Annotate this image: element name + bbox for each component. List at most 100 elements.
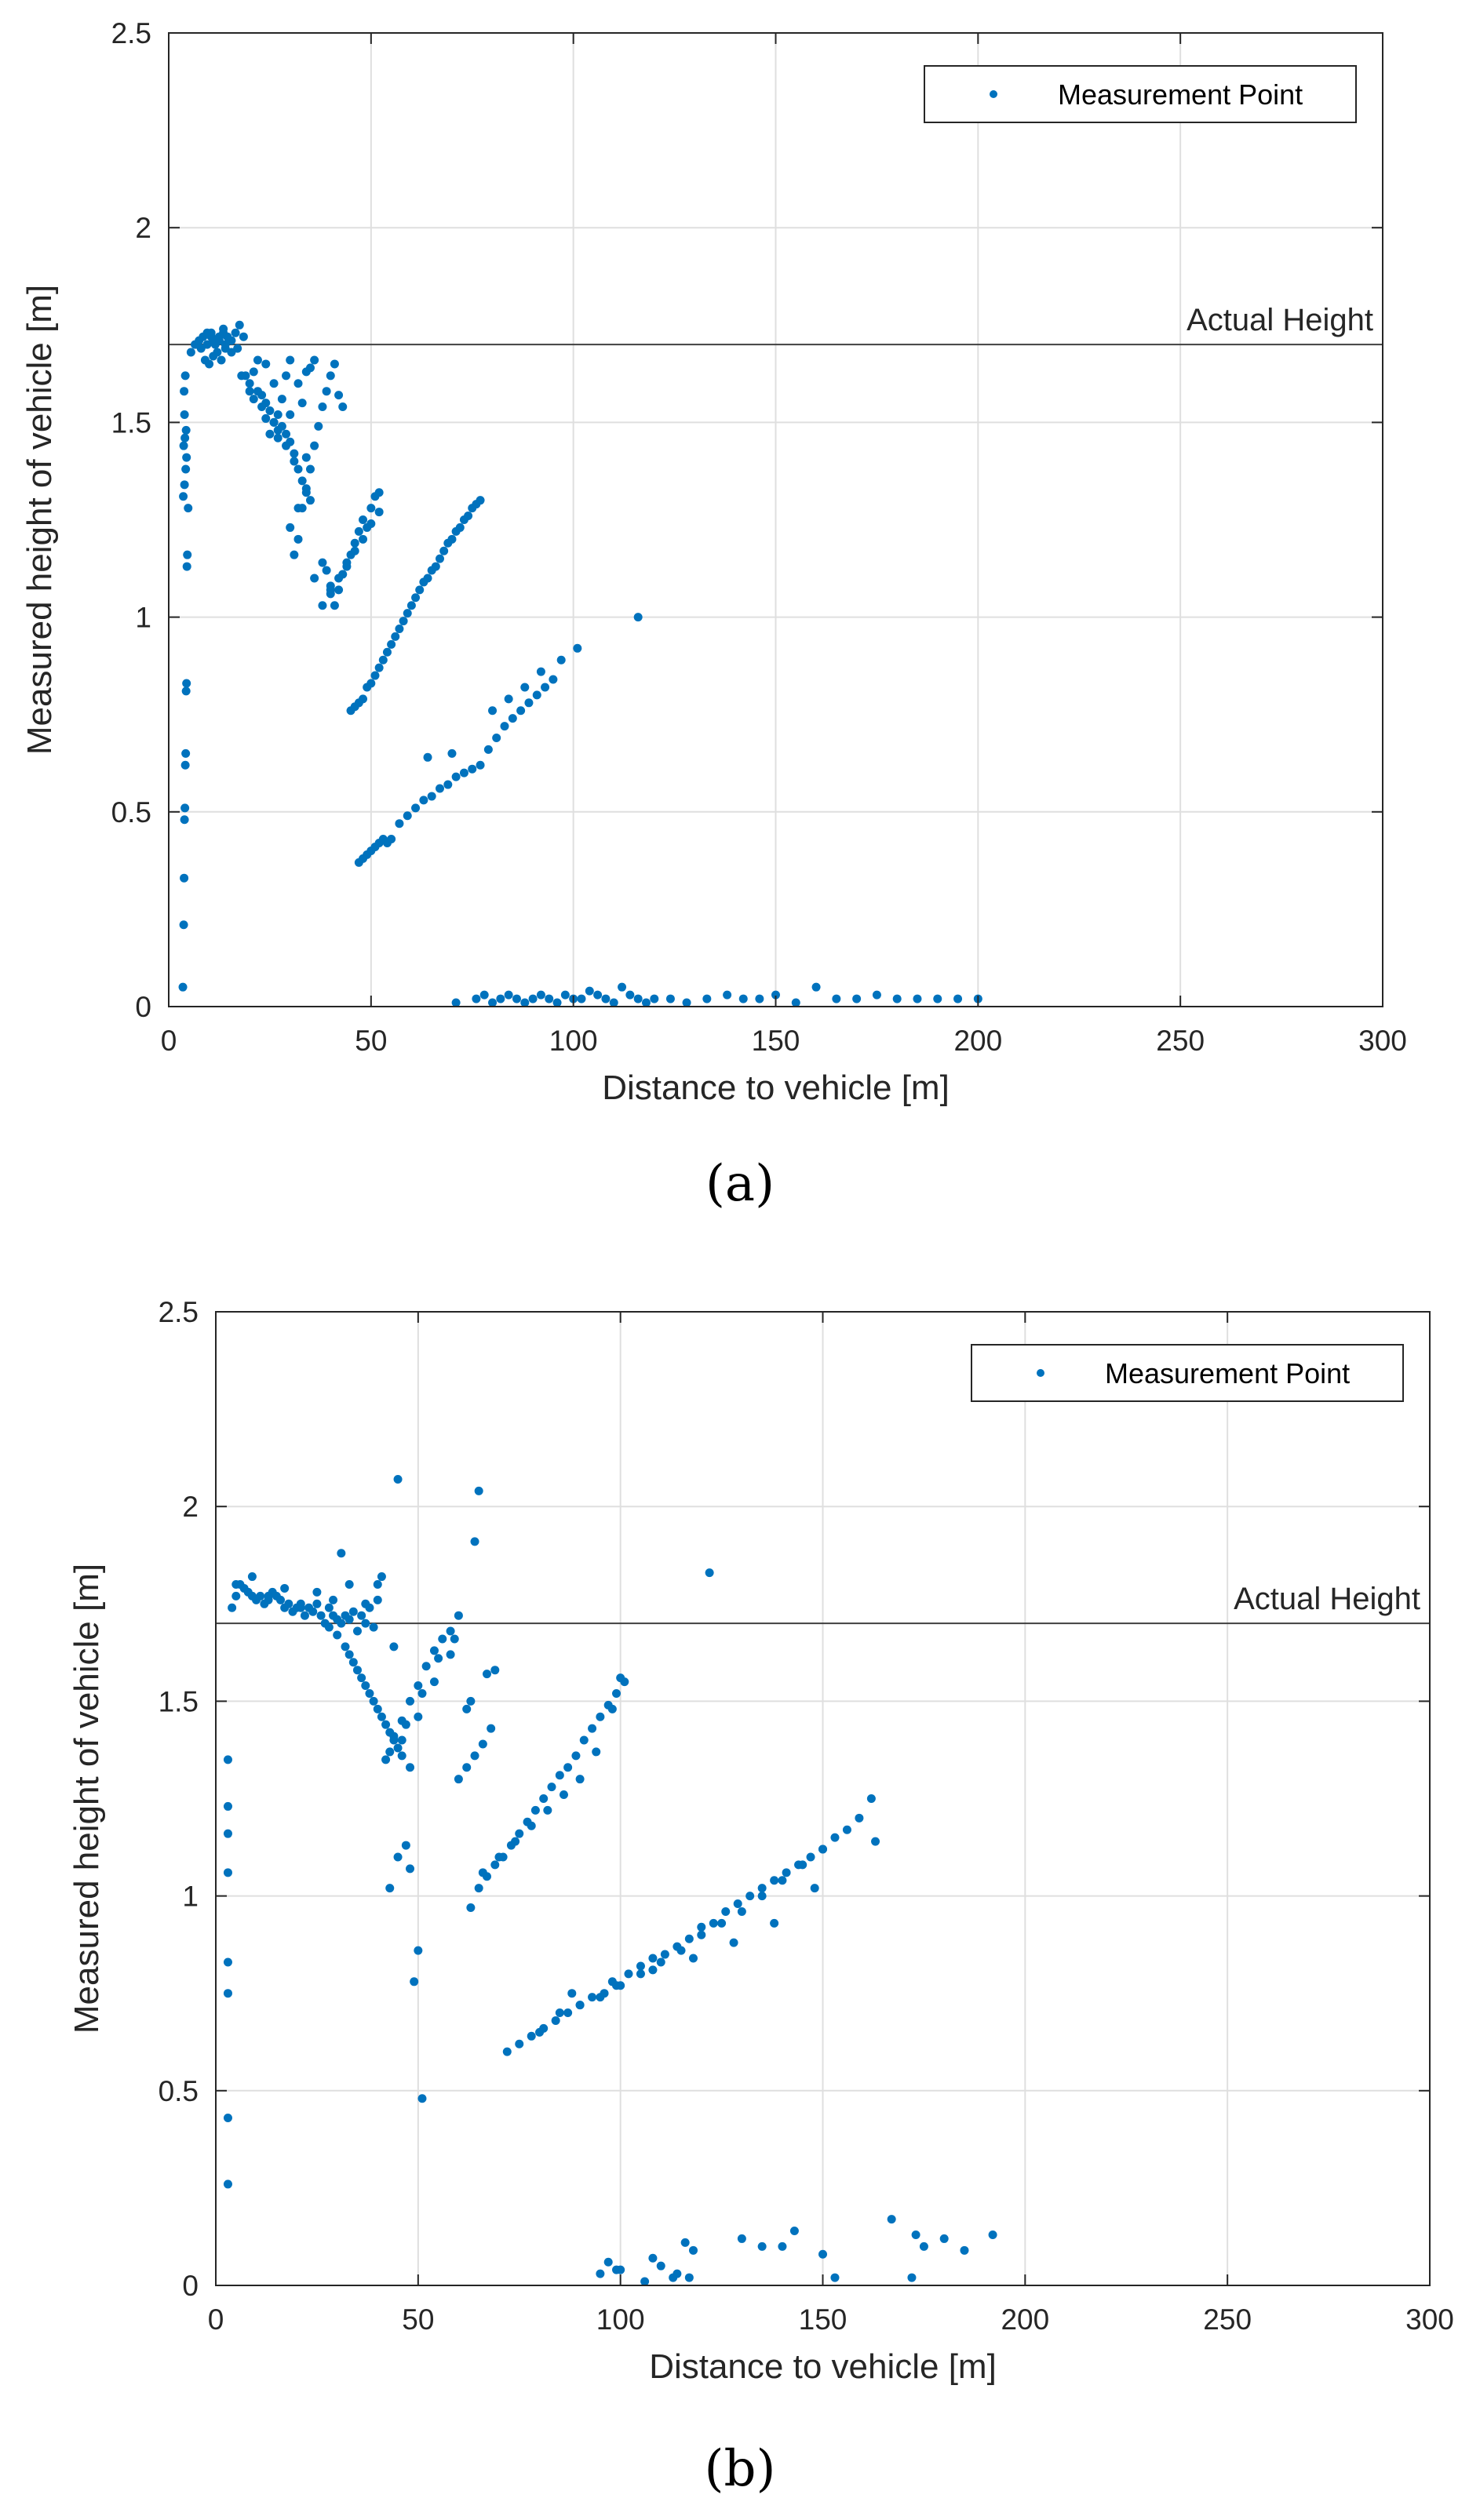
measurement-point (393, 1852, 403, 1862)
x-axis-label: Distance to vehicle [m] (649, 2347, 997, 2386)
measurement-point (233, 344, 242, 353)
measurement-point (488, 706, 498, 716)
measurement-point (373, 1595, 382, 1604)
measurement-point (297, 399, 307, 408)
measurement-point (709, 1918, 718, 1928)
x-tick-label: 50 (355, 1025, 387, 1057)
measurement-point (438, 1634, 447, 1644)
measurement-point (789, 2227, 799, 2236)
measurement-point (528, 994, 538, 1003)
measurement-point (532, 690, 541, 700)
measurement-point (603, 2257, 613, 2267)
measurement-point (648, 1965, 658, 1975)
actual-height-label: Actual Height (1187, 303, 1373, 337)
measurement-point (318, 402, 327, 412)
measurement-point (273, 425, 283, 435)
y-tick-label: 0.5 (159, 2075, 199, 2107)
measurement-point (381, 1755, 391, 1764)
measurement-point (443, 780, 453, 789)
measurement-point (265, 429, 275, 439)
measurement-point (429, 1646, 439, 1655)
measurement-point (214, 332, 224, 341)
y-axis-label: Measured height of vehicle [m] (20, 285, 59, 755)
measurement-point (344, 1579, 354, 1589)
measurement-point (374, 663, 384, 672)
measurement-point (593, 990, 603, 1000)
measurement-point (472, 994, 481, 1003)
measurement-point (257, 402, 267, 412)
measurement-point (496, 994, 505, 1003)
measurement-point (953, 994, 963, 1003)
legend-label: Measurement Point (1105, 1357, 1350, 1389)
measurement-point (282, 441, 291, 450)
measurement-point (257, 391, 267, 400)
measurement-point (182, 562, 191, 571)
measurement-point (483, 745, 493, 754)
measurement-point (454, 1775, 463, 1784)
x-tick-label: 300 (1358, 1025, 1407, 1057)
measurement-point (607, 1977, 617, 1987)
measurement-point (830, 2273, 840, 2282)
measurement-point (472, 500, 481, 509)
measurement-point (682, 998, 691, 1007)
measurement-point (338, 402, 348, 412)
measurement-point (563, 1763, 573, 1772)
measurement-point (454, 1611, 463, 1620)
gridlines (169, 33, 1383, 1007)
measurement-point (543, 1805, 552, 1815)
axis-ticks (168, 32, 1383, 1007)
measurement-point (462, 1763, 472, 1772)
measurement-point (818, 2249, 827, 2259)
measurement-point (806, 1852, 815, 1862)
x-tick-label: 0 (208, 2303, 224, 2336)
measurement-point (344, 1650, 354, 1659)
measurement-point (588, 1993, 597, 2002)
measurement-point (466, 1903, 476, 1912)
measurement-point (612, 1688, 622, 1698)
measurement-point (350, 538, 359, 548)
measurement-point (560, 990, 570, 1000)
measurement-point (357, 1673, 366, 1683)
measurement-point (357, 1611, 366, 1620)
measurement-point (913, 994, 922, 1003)
measurement-point (179, 492, 188, 501)
measurement-point (387, 639, 396, 649)
measurement-point (231, 328, 240, 337)
panel-caption: (b) (705, 2440, 776, 2498)
measurement-point (427, 792, 436, 801)
measurement-point (411, 803, 421, 813)
measurement-point (479, 990, 489, 1000)
measurement-point (341, 1642, 350, 1651)
measurement-point (273, 410, 283, 419)
measurement-point (280, 1583, 290, 1593)
measurement-point (381, 1720, 391, 1729)
measurement-point (217, 355, 226, 365)
y-tick-label: 1 (135, 602, 151, 634)
measurement-point (549, 675, 558, 684)
measurement-point (527, 2031, 536, 2041)
y-tick-labels: 0 0.5 1 1.5 2 2.5 (159, 1296, 199, 2302)
legend-label: Measurement Point (1058, 78, 1303, 111)
measurement-point (745, 1892, 755, 1901)
measurement-point (391, 632, 400, 641)
measurement-point (308, 1607, 318, 1616)
measurement-point (778, 2241, 787, 2251)
measurement-point (290, 550, 299, 559)
x-tick-label: 150 (752, 1025, 800, 1057)
measurement-point (536, 990, 545, 1000)
measurement-point (478, 1739, 487, 1749)
measurement-point (359, 694, 368, 704)
measurement-point (322, 387, 331, 396)
measurement-point (624, 1969, 633, 1979)
measurement-point (223, 1755, 232, 1764)
measurement-point (269, 417, 279, 427)
measurement-point (256, 1591, 265, 1600)
measurement-point (478, 1868, 487, 1877)
measurement-point (770, 1876, 779, 1885)
measurement-point (446, 1650, 455, 1659)
measurement-point (401, 1720, 410, 1729)
measurement-point (282, 429, 291, 439)
measurement-point (429, 1677, 439, 1687)
measurement-point (245, 379, 254, 388)
